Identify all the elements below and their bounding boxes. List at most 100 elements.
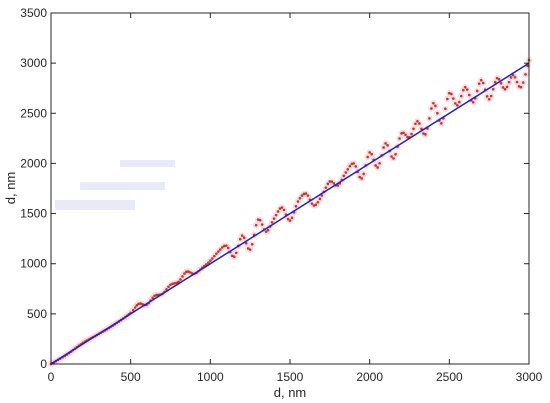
data-point bbox=[507, 80, 511, 84]
data-point bbox=[420, 127, 423, 131]
data-point bbox=[422, 132, 425, 135]
data-point bbox=[344, 171, 348, 174]
data-point bbox=[346, 168, 350, 171]
data-point bbox=[328, 180, 332, 183]
data-point bbox=[288, 219, 292, 222]
data-point bbox=[406, 135, 409, 139]
data-point bbox=[278, 207, 282, 210]
data-point bbox=[139, 302, 142, 305]
data-point bbox=[242, 236, 246, 240]
data-point bbox=[487, 97, 491, 101]
data-point bbox=[424, 133, 427, 136]
data-point bbox=[444, 107, 447, 111]
data-point bbox=[400, 132, 403, 135]
data-point bbox=[320, 194, 324, 197]
background-artifacts bbox=[55, 160, 175, 210]
data-point bbox=[475, 89, 479, 93]
data-point bbox=[446, 97, 449, 101]
data-point bbox=[274, 213, 278, 217]
y-tick-label: 2000 bbox=[20, 156, 47, 170]
data-point bbox=[217, 250, 220, 253]
data-point bbox=[326, 182, 330, 186]
y-tick-label: 0 bbox=[40, 357, 47, 371]
y-axis: 0 500 1000 1500 2000 2500 3000 3500 bbox=[20, 6, 529, 371]
data-point bbox=[434, 104, 437, 108]
y-tick-label: 3000 bbox=[20, 56, 47, 70]
data-point bbox=[509, 76, 513, 79]
data-point bbox=[304, 192, 308, 195]
data-point bbox=[501, 86, 505, 89]
data-point bbox=[272, 217, 276, 220]
data-point bbox=[450, 92, 453, 96]
data-point bbox=[491, 87, 495, 91]
data-point bbox=[260, 223, 264, 226]
data-point bbox=[358, 175, 362, 179]
data-point bbox=[428, 117, 431, 120]
data-point bbox=[302, 192, 306, 196]
data-point bbox=[398, 137, 401, 140]
data-point bbox=[286, 217, 290, 221]
data-point bbox=[348, 164, 352, 168]
data-point bbox=[416, 120, 419, 123]
data-point bbox=[296, 200, 300, 203]
data-point bbox=[376, 166, 379, 169]
data-point bbox=[246, 247, 250, 250]
data-point bbox=[155, 293, 158, 297]
data-point bbox=[515, 80, 519, 84]
x-tick-label: 1500 bbox=[277, 370, 304, 384]
data-point bbox=[382, 146, 385, 149]
data-point bbox=[497, 77, 501, 81]
data-point bbox=[477, 82, 481, 85]
data-point bbox=[374, 164, 377, 167]
data-point bbox=[386, 144, 389, 147]
data-point bbox=[459, 94, 463, 98]
data-point bbox=[378, 161, 381, 165]
data-point bbox=[151, 296, 154, 300]
y-tick-label: 2500 bbox=[20, 106, 47, 120]
data-point bbox=[402, 131, 405, 135]
data-point bbox=[324, 186, 328, 189]
data-point bbox=[270, 220, 274, 224]
data-point bbox=[232, 255, 236, 258]
data-point bbox=[452, 97, 455, 100]
data-point bbox=[436, 111, 439, 115]
data-point bbox=[457, 100, 461, 104]
data-point bbox=[250, 242, 254, 246]
data-point bbox=[316, 200, 320, 204]
data-point bbox=[169, 283, 172, 287]
data-point bbox=[418, 122, 421, 125]
data-point bbox=[368, 151, 371, 154]
data-point bbox=[282, 208, 286, 212]
x-tick-label: 3000 bbox=[516, 370, 543, 384]
data-point bbox=[177, 280, 180, 284]
data-point bbox=[256, 218, 260, 221]
data-point bbox=[183, 272, 186, 275]
data-point bbox=[430, 107, 433, 110]
data-point bbox=[342, 174, 346, 178]
data-point bbox=[189, 271, 192, 274]
data-point bbox=[171, 282, 174, 286]
data-point bbox=[318, 197, 322, 201]
data-point bbox=[133, 306, 137, 309]
data-point bbox=[230, 254, 234, 258]
data-point bbox=[448, 91, 451, 95]
data-point bbox=[485, 95, 489, 98]
data-point bbox=[521, 81, 525, 84]
data-point bbox=[370, 152, 373, 156]
series-layer bbox=[47, 56, 533, 368]
x-tick-label: 500 bbox=[121, 370, 141, 384]
data-point bbox=[350, 162, 354, 166]
data-point bbox=[440, 122, 443, 125]
data-point bbox=[352, 162, 356, 165]
data-point bbox=[141, 303, 144, 306]
data-point bbox=[209, 259, 212, 263]
data-point bbox=[362, 172, 365, 176]
x-axis-title: d, nm bbox=[274, 385, 307, 400]
data-point bbox=[187, 270, 190, 273]
data-point bbox=[207, 261, 210, 264]
data-point bbox=[185, 270, 188, 274]
data-point bbox=[264, 230, 268, 233]
data-point bbox=[465, 88, 469, 91]
data-point bbox=[298, 196, 302, 200]
